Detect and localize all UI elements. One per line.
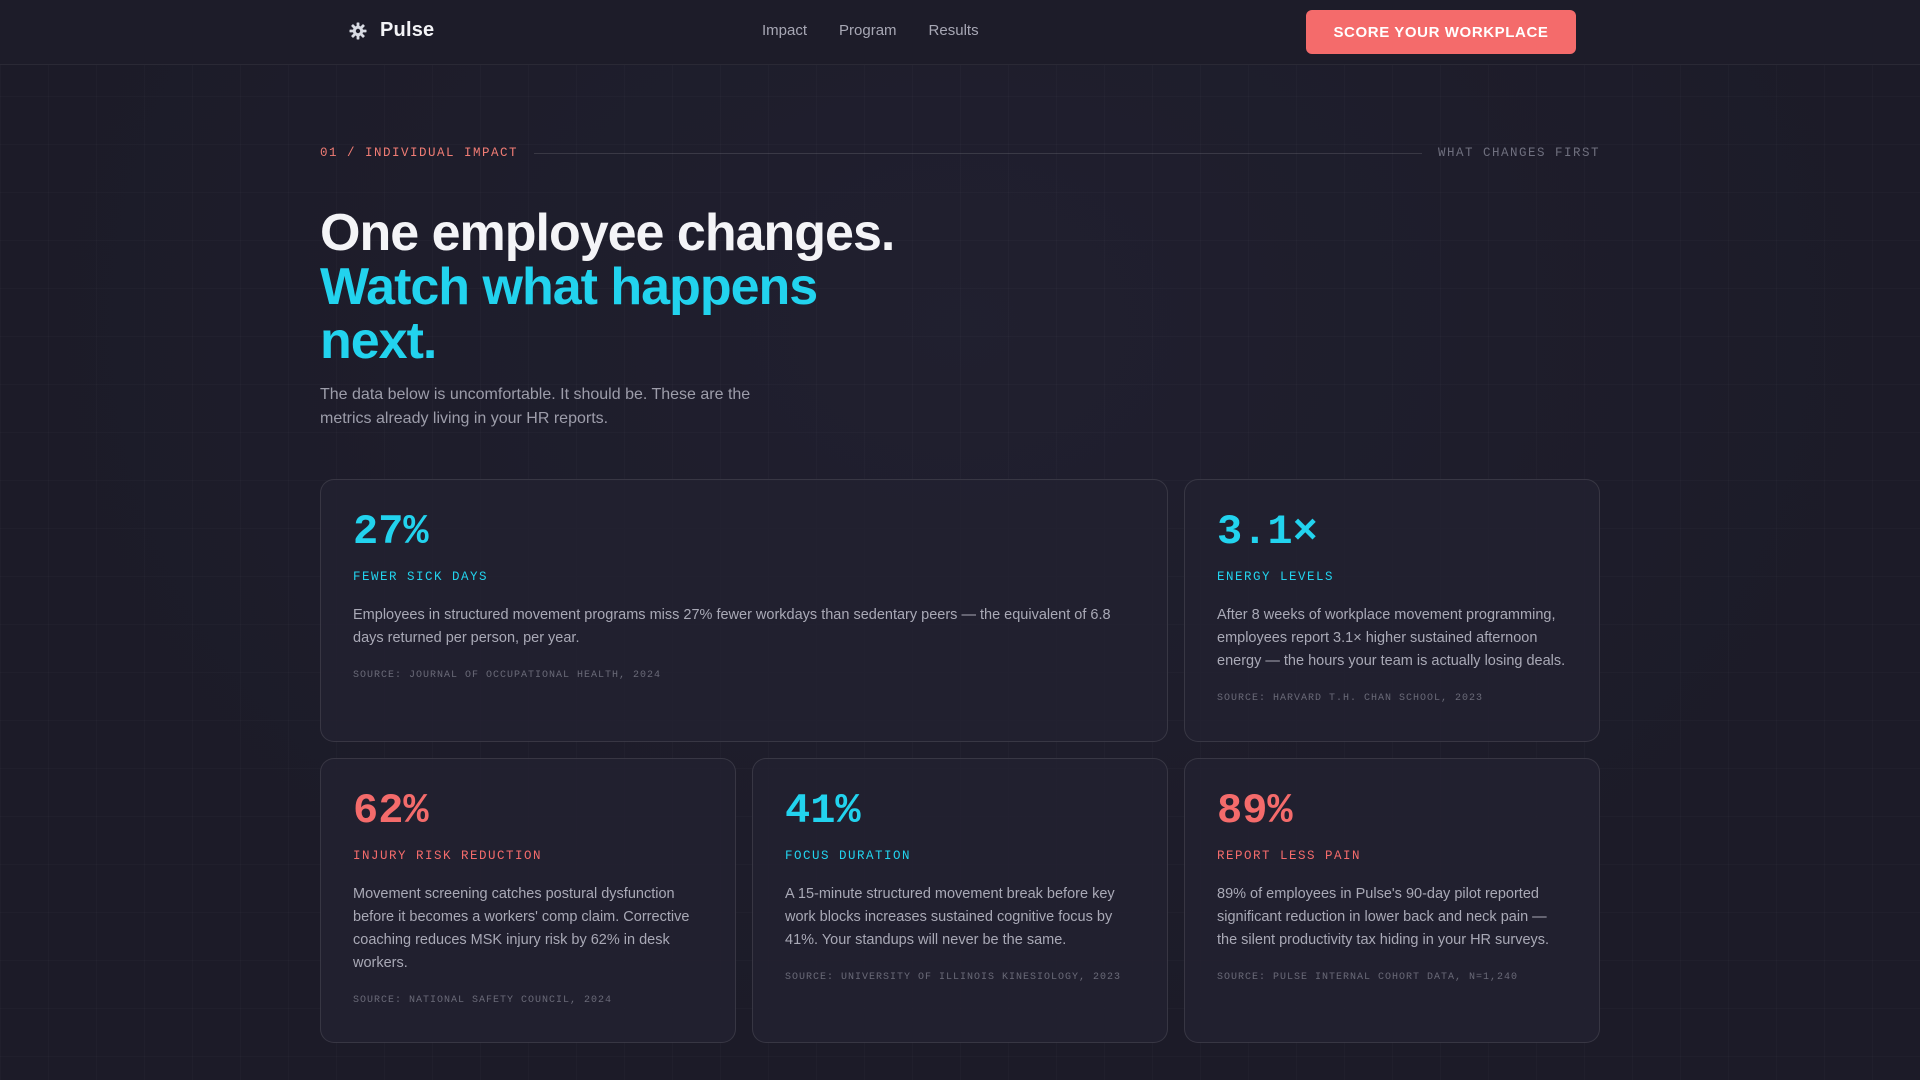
top-nav: Pulse Impact Program Results SCORE YOUR … [0,0,1920,65]
stat-value: 89% [1217,787,1293,835]
stat-card-focus: 41% FOCUS DURATION A 15-minute structure… [752,758,1168,1043]
section-eyebrow-right: WHAT CHANGES FIRST [1437,146,1600,160]
stat-label: ENERGY LEVELS [1217,570,1335,584]
stat-card-energy: 3.1× ENERGY LEVELS After 8 weeks of work… [1184,479,1600,742]
nav-links: Impact Program Results [762,22,979,39]
headline-line-2: Watch what happens next. [320,258,818,370]
stat-source: SOURCE: PULSE INTERNAL COHORT DATA, N=1,… [1217,972,1519,983]
stat-label: FEWER SICK DAYS [353,570,489,584]
stat-label: REPORT LESS PAIN [1217,849,1362,863]
stat-value: 62% [353,787,429,835]
section-eyebrow-row: 01 / INDIVIDUAL IMPACT WHAT CHANGES FIRS… [320,145,1600,161]
nav-link-program[interactable]: Program [839,22,897,39]
gear-icon [348,21,368,41]
page-title: One employee changes. Watch what happens… [320,206,960,368]
section-lede: The data below is uncomfortable. It shou… [320,386,751,427]
stat-source: SOURCE: JOURNAL OF OCCUPATIONAL HEALTH, … [353,670,662,681]
eyebrow-divider [534,152,1422,154]
nav-link-results[interactable]: Results [928,22,979,39]
nav-link-impact[interactable]: Impact [762,22,808,39]
stat-description: 89% of employees in Pulse's 90-day pilot… [1217,886,1550,948]
stat-description: Employees in structured movement program… [353,607,1111,646]
headline-line-1: One employee changes. [320,204,895,262]
stat-description: After 8 weeks of workplace movement prog… [1217,607,1566,669]
stat-card-injury-risk: 62% INJURY RISK REDUCTION Movement scree… [320,758,736,1043]
stat-label: FOCUS DURATION [785,849,912,863]
stat-card-pain: 89% REPORT LESS PAIN 89% of employees in… [1184,758,1600,1043]
stat-value: 27% [353,508,429,556]
brand-logo[interactable]: Pulse [348,19,434,42]
stat-source: SOURCE: UNIVERSITY OF ILLINOIS KINESIOLO… [785,972,1122,983]
score-workplace-button[interactable]: SCORE YOUR WORKPLACE [1306,10,1576,54]
stat-label: INJURY RISK REDUCTION [353,849,543,863]
brand-name: Pulse [380,19,435,41]
stat-source: SOURCE: HARVARD T.H. CHAN SCHOOL, 2023 [1217,693,1484,704]
section-eyebrow: 01 / INDIVIDUAL IMPACT [320,146,519,160]
stat-description: A 15-minute structured movement break be… [785,886,1115,948]
stat-value: 41% [785,787,861,835]
stat-card-sick-days: 27% FEWER SICK DAYS Employees in structu… [320,479,1168,742]
stat-value: 3.1× [1217,508,1318,556]
stat-description: Movement screening catches postural dysf… [353,886,690,971]
stat-source: SOURCE: NATIONAL SAFETY COUNCIL, 2024 [353,995,613,1006]
